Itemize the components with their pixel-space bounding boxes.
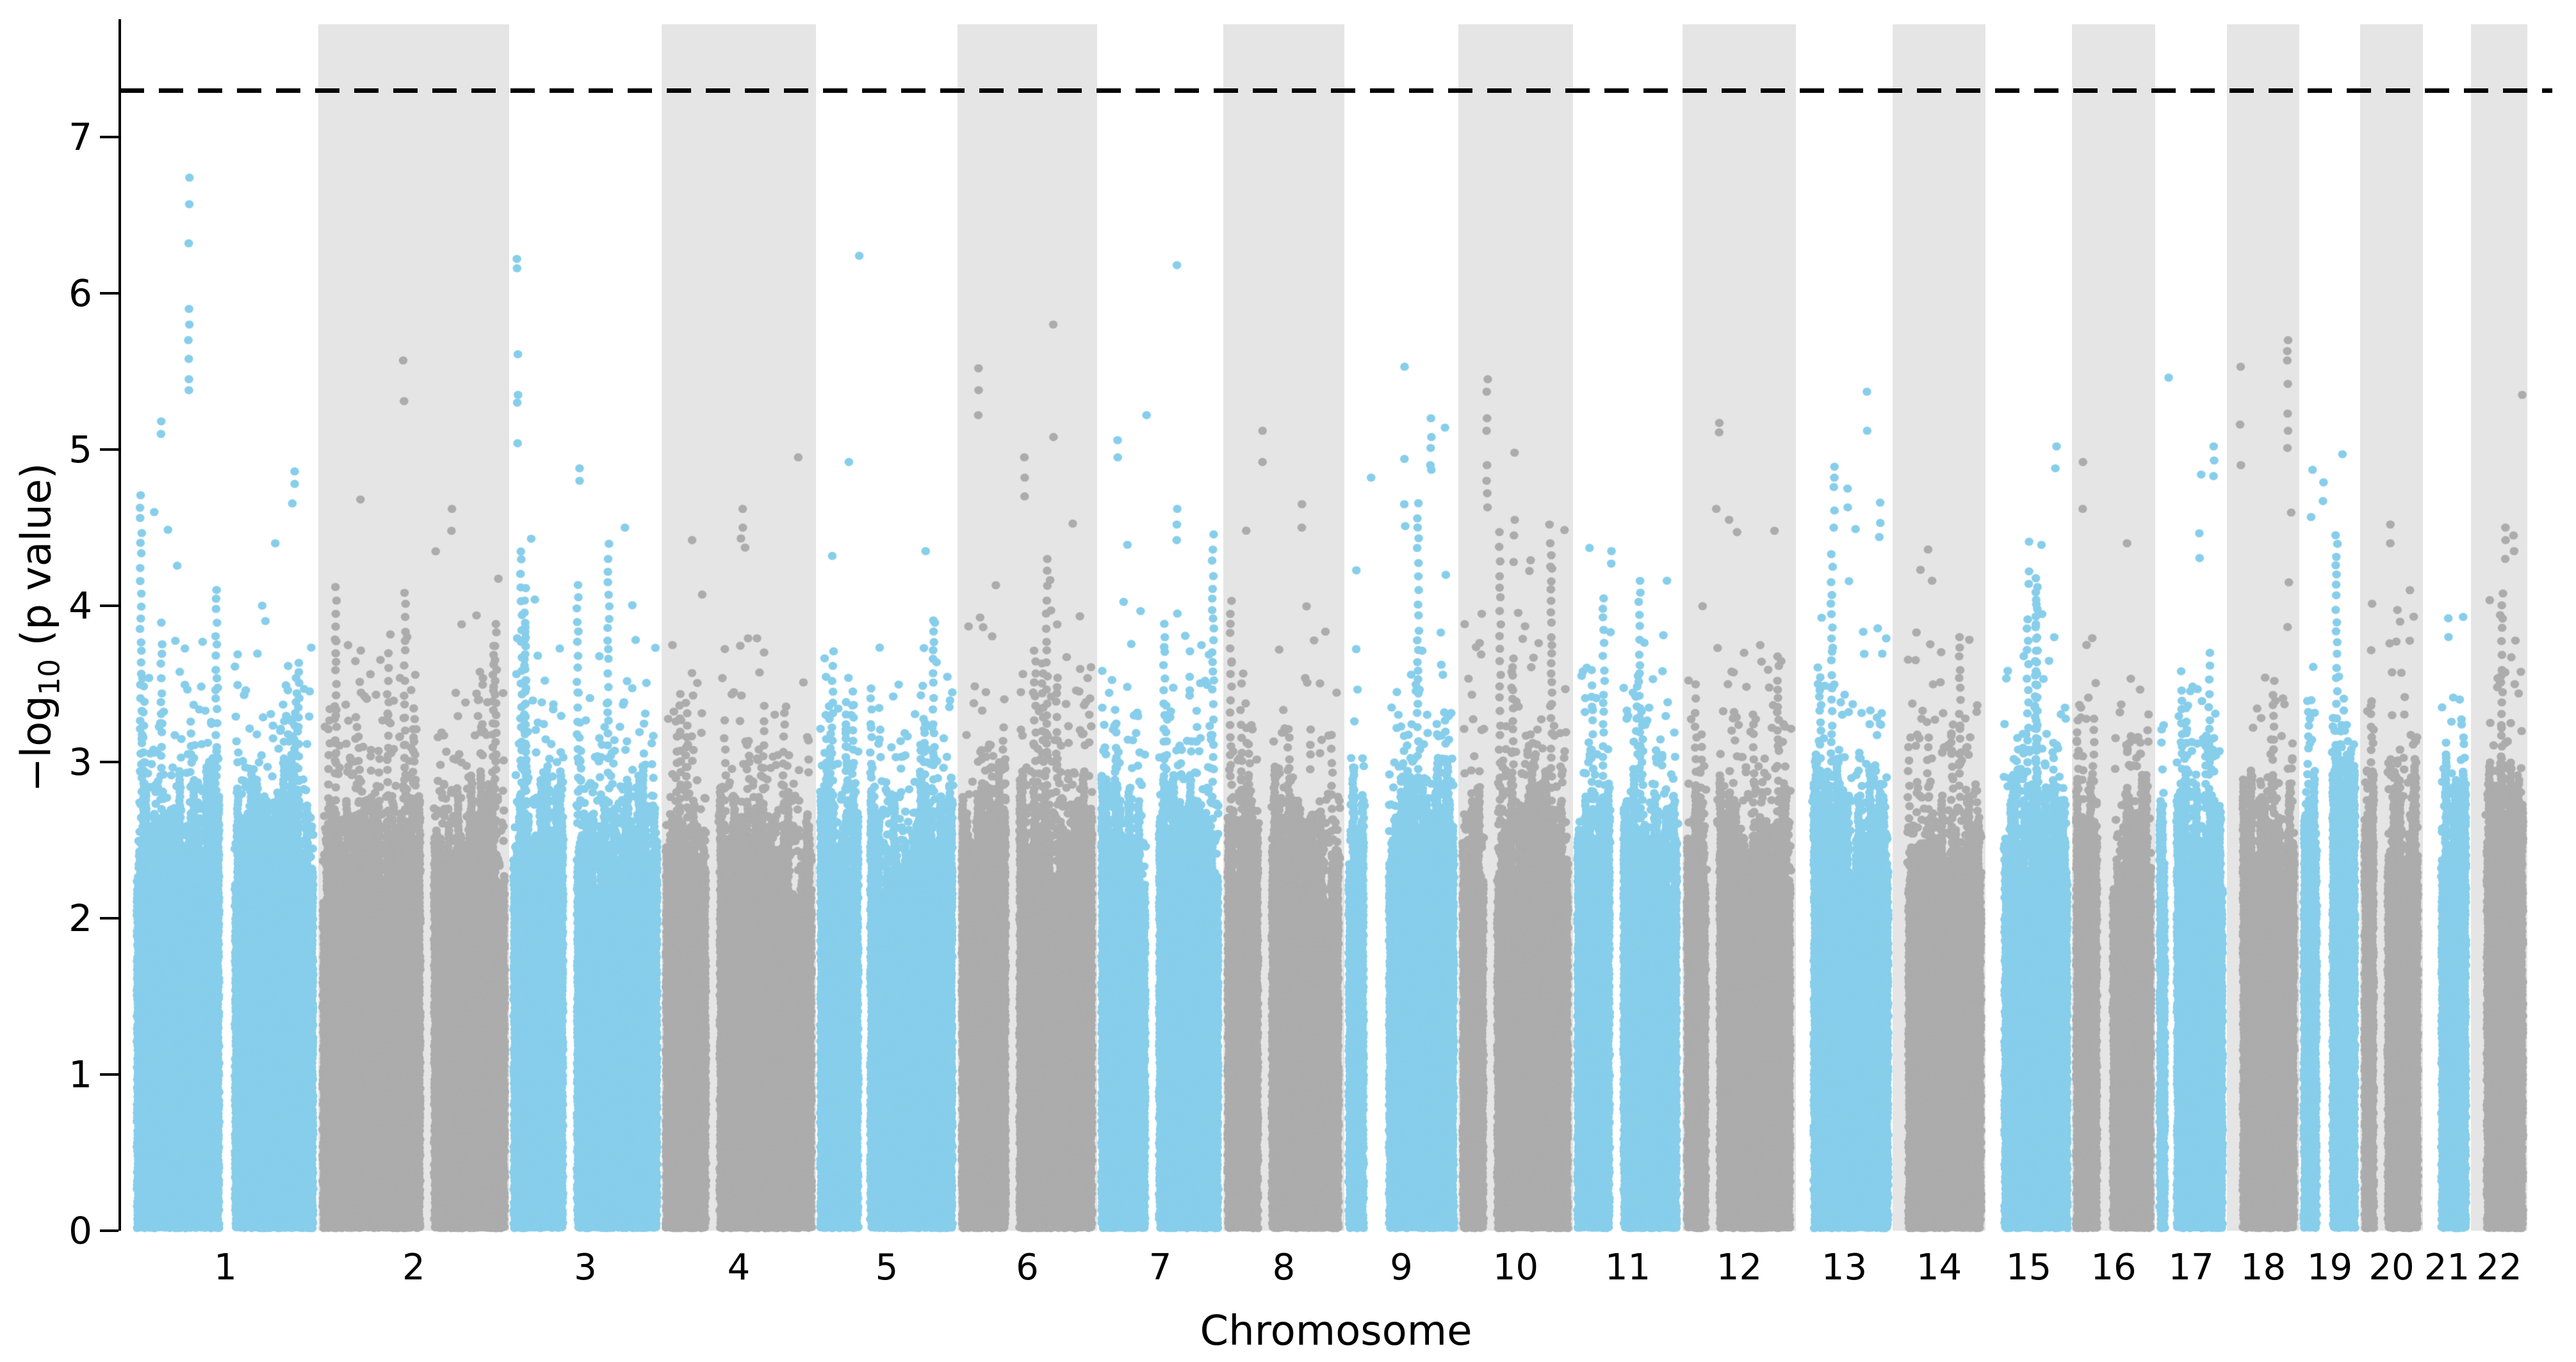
y-tick-mark-1 <box>100 1073 118 1076</box>
x-tick-label-chr-9: 9 <box>1390 1247 1413 1288</box>
y-axis-label-prefix: −log <box>13 695 61 793</box>
y-tick-label-4: 4 <box>69 584 92 628</box>
y-tick-mark-4 <box>100 604 118 607</box>
y-tick-mark-3 <box>100 761 118 763</box>
y-tick-label-6: 6 <box>69 272 92 315</box>
x-tick-label-chr-11: 11 <box>1604 1247 1651 1288</box>
x-axis-label: Chromosome <box>1200 1308 1472 1355</box>
y-tick-label-0: 0 <box>69 1209 92 1253</box>
y-axis-label: −log10 (p value) <box>13 463 67 792</box>
x-tick-label-chr-7: 7 <box>1148 1247 1172 1288</box>
y-tick-label-7: 7 <box>69 115 92 159</box>
y-tick-mark-2 <box>100 917 118 920</box>
y-tick-mark-6 <box>100 292 118 295</box>
significance-threshold-line <box>120 88 2552 93</box>
x-tick-label-chr-17: 17 <box>2168 1247 2214 1288</box>
y-tick-mark-5 <box>100 448 118 451</box>
y-tick-label-3: 3 <box>69 740 92 784</box>
x-tick-label-chr-5: 5 <box>875 1247 899 1288</box>
y-tick-mark-0 <box>100 1229 118 1232</box>
x-tick-label-chr-20: 20 <box>2368 1247 2415 1288</box>
x-tick-label-chr-1: 1 <box>214 1247 237 1288</box>
y-axis-spine <box>118 19 121 1231</box>
x-tick-label-chr-6: 6 <box>1016 1247 1039 1288</box>
y-tick-label-1: 1 <box>69 1053 92 1096</box>
x-tick-label-chr-16: 16 <box>2091 1247 2137 1288</box>
x-tick-label-chr-19: 19 <box>2306 1247 2353 1288</box>
x-tick-label-chr-13: 13 <box>1821 1247 1868 1288</box>
y-tick-label-5: 5 <box>69 428 92 471</box>
y-axis-label-suffix: (p value) <box>13 462 61 659</box>
x-tick-label-chr-4: 4 <box>727 1247 751 1288</box>
x-tick-label-chr-3: 3 <box>574 1247 597 1288</box>
x-tick-label-chr-21: 21 <box>2424 1247 2470 1288</box>
x-tick-label-chr-15: 15 <box>2005 1247 2052 1288</box>
y-axis-label-subscript: 10 <box>32 658 67 695</box>
x-tick-label-chr-12: 12 <box>1716 1247 1763 1288</box>
x-tick-label-chr-2: 2 <box>402 1247 425 1288</box>
x-tick-label-chr-22: 22 <box>2476 1247 2522 1288</box>
x-tick-label-chr-18: 18 <box>2240 1247 2287 1288</box>
x-tick-label-chr-14: 14 <box>1916 1247 1962 1288</box>
x-tick-label-chr-10: 10 <box>1492 1247 1539 1288</box>
y-tick-label-2: 2 <box>69 896 92 940</box>
x-tick-label-chr-8: 8 <box>1272 1247 1296 1288</box>
y-tick-mark-7 <box>100 136 118 138</box>
